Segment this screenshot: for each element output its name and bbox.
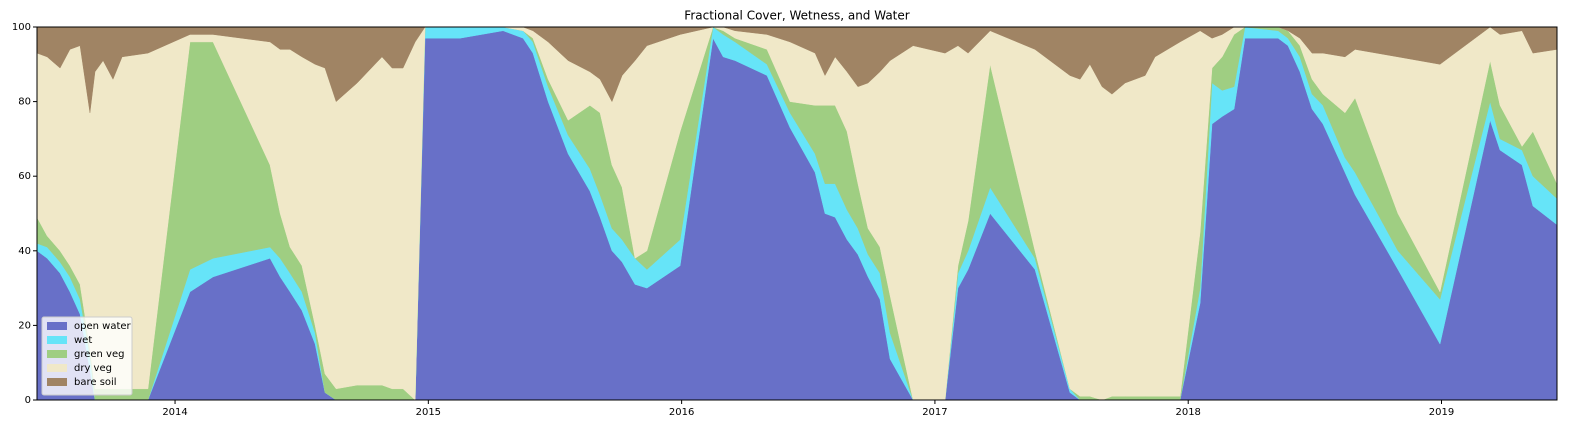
legend-swatch xyxy=(47,378,67,386)
legend-label: dry veg xyxy=(74,363,112,374)
x-tick-label: 2019 xyxy=(1429,407,1454,418)
legend: open water wet green veg dry veg bare soil xyxy=(41,316,133,396)
x-tick-label: 2018 xyxy=(1175,407,1200,418)
x-tick-label: 2014 xyxy=(162,407,187,418)
y-tick-label: 40 xyxy=(18,246,31,257)
y-tick-label: 80 xyxy=(18,97,31,108)
y-tick-label: 60 xyxy=(18,171,31,182)
x-tick-label: 2015 xyxy=(416,407,441,418)
legend-label: green veg xyxy=(74,349,124,360)
legend-swatch xyxy=(47,322,67,330)
x-tick-label: 2017 xyxy=(922,407,947,418)
y-tick-label: 100 xyxy=(12,22,31,33)
legend-swatch xyxy=(47,336,67,344)
y-tick-label: 20 xyxy=(18,320,31,331)
legend-label: open water xyxy=(74,321,132,332)
plot-frame xyxy=(36,26,1558,401)
chart-title: Fractional Cover, Wetness, and Water xyxy=(684,9,909,23)
x-tick-label: 2016 xyxy=(669,407,694,418)
legend-swatch xyxy=(47,350,67,358)
y-tick-label: 0 xyxy=(25,395,31,406)
legend-swatch xyxy=(47,364,67,372)
legend-label: wet xyxy=(74,335,92,346)
legend-label: bare soil xyxy=(74,377,117,388)
